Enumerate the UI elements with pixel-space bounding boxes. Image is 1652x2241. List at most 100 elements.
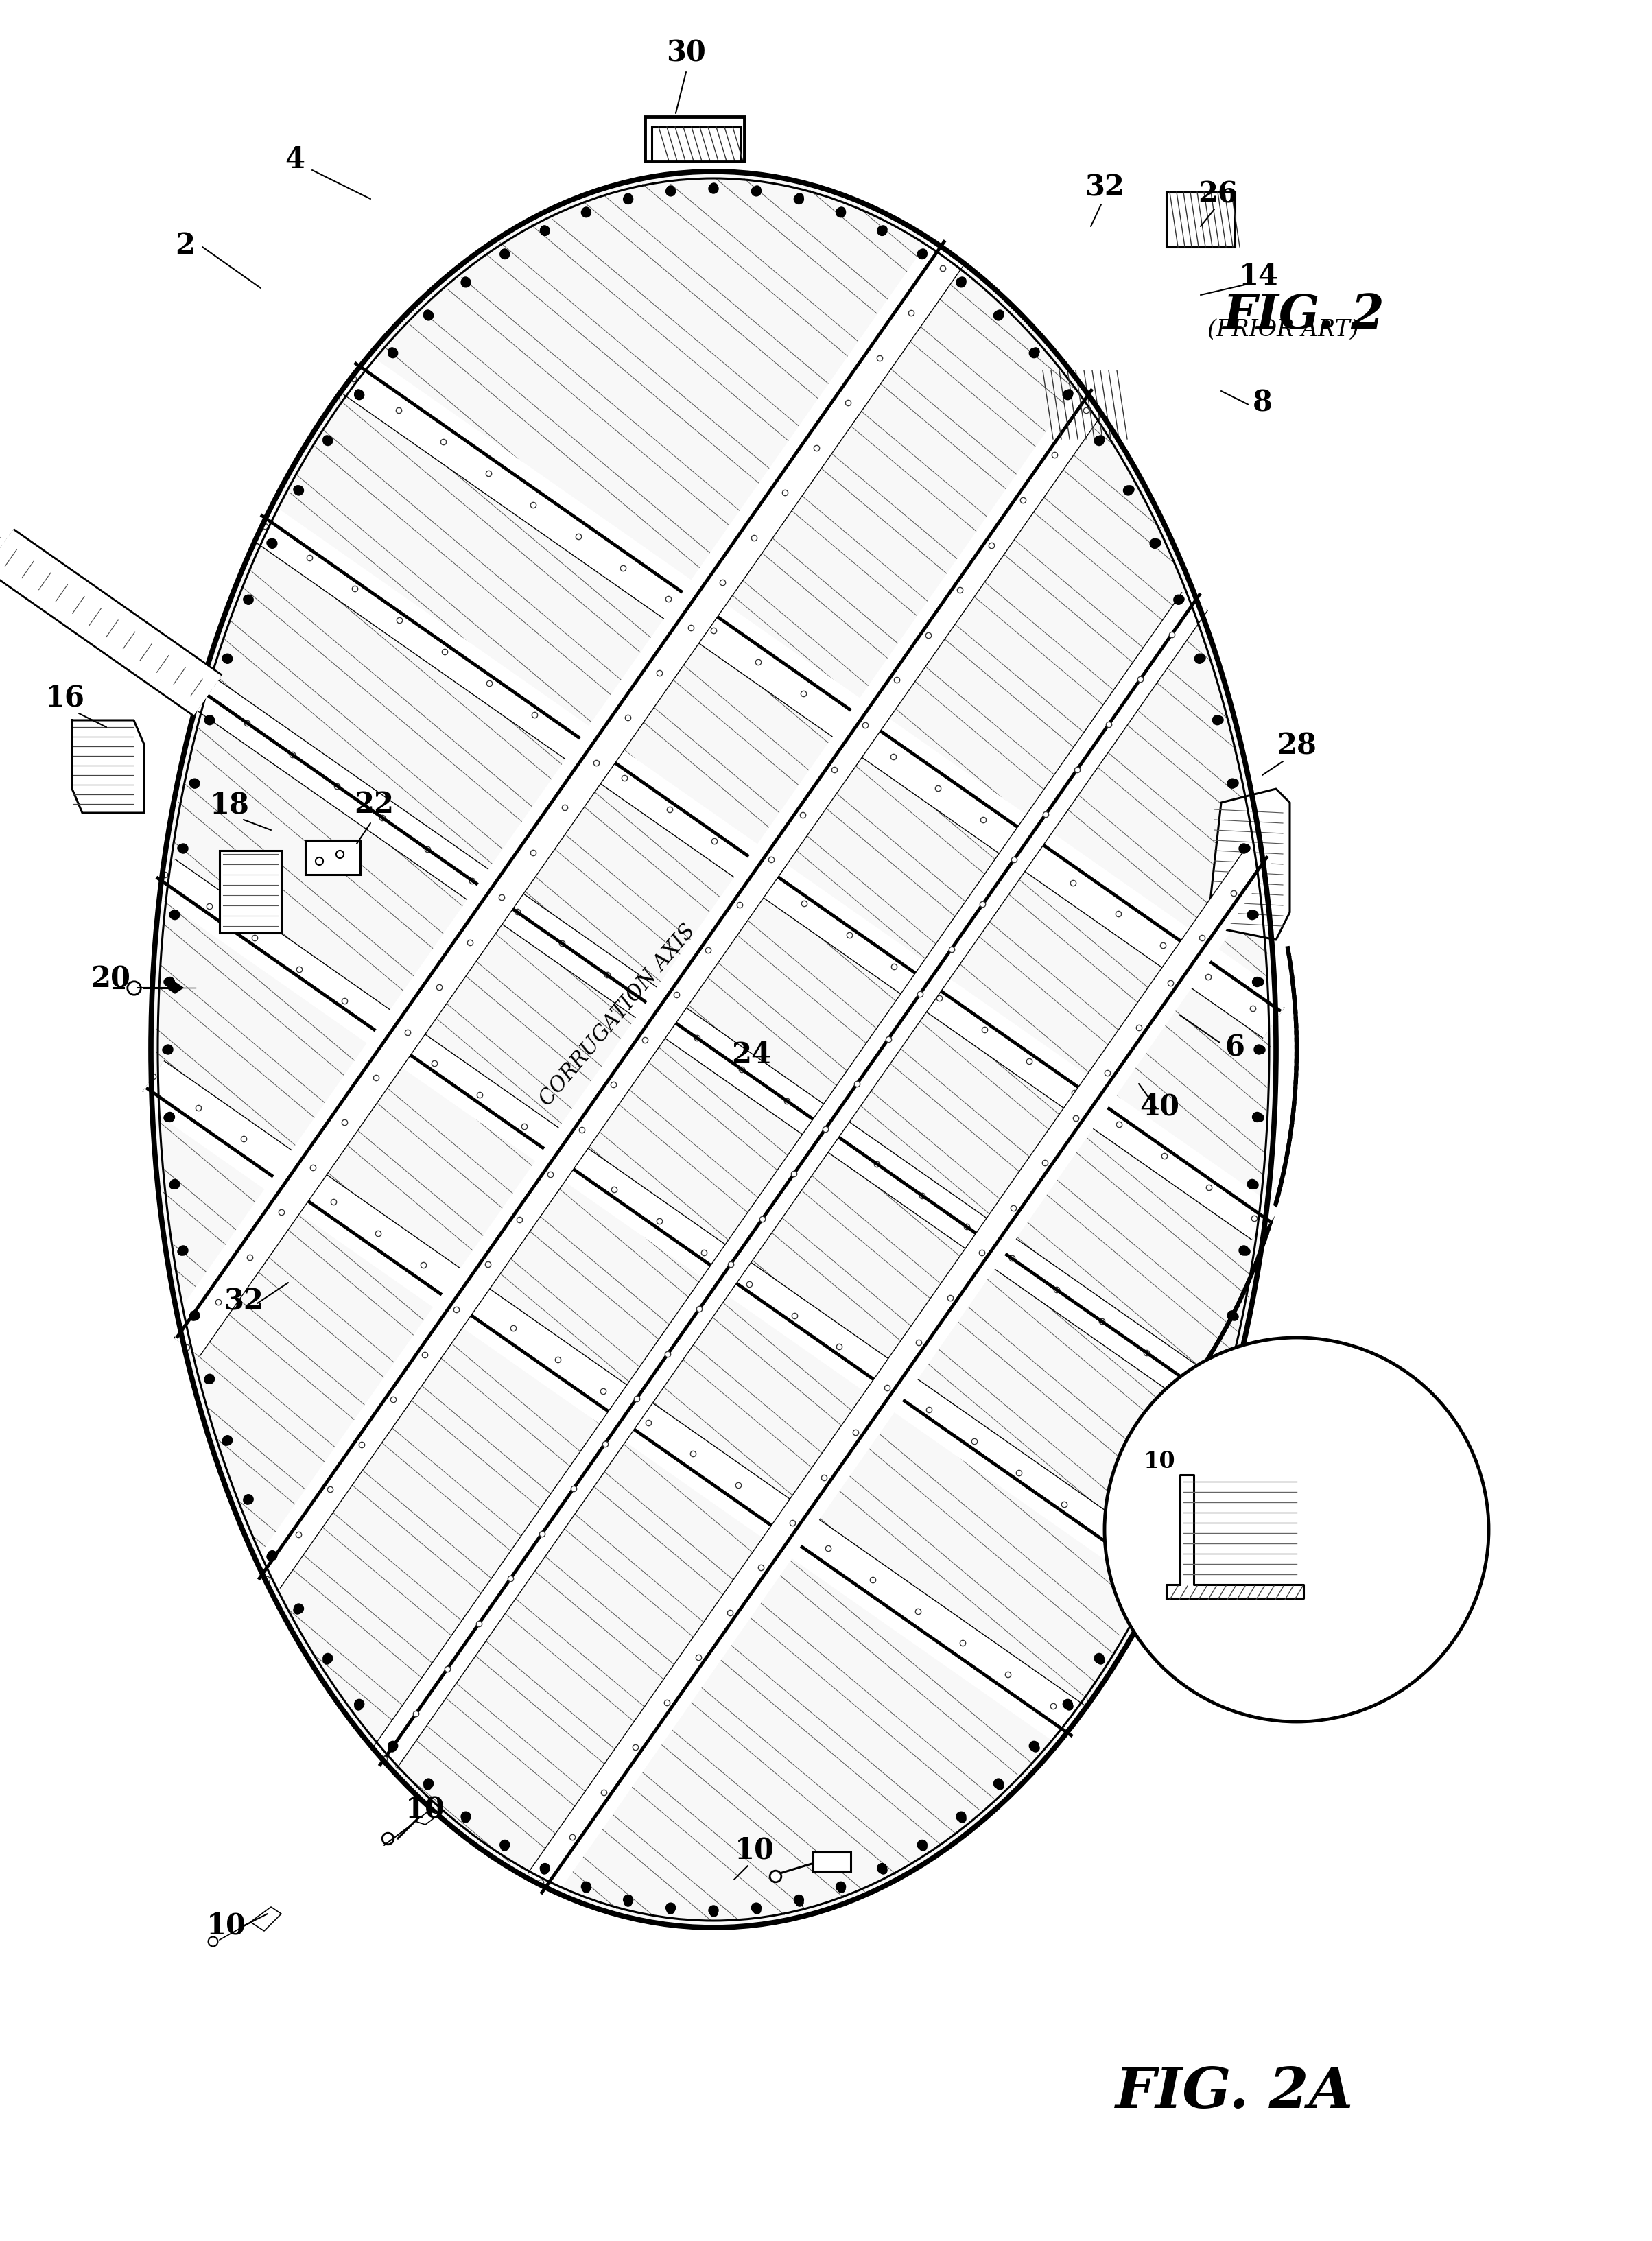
Circle shape (877, 226, 887, 235)
Ellipse shape (154, 175, 1274, 1925)
Circle shape (388, 347, 398, 359)
Circle shape (190, 778, 200, 789)
Circle shape (355, 1699, 363, 1710)
Circle shape (388, 1741, 398, 1750)
Circle shape (1173, 1495, 1183, 1504)
Circle shape (501, 249, 509, 260)
Circle shape (540, 226, 550, 235)
Circle shape (461, 1811, 471, 1822)
Circle shape (957, 1811, 966, 1822)
Circle shape (1247, 910, 1257, 919)
Circle shape (1029, 347, 1039, 359)
Circle shape (957, 278, 966, 287)
Circle shape (1194, 1436, 1204, 1445)
Circle shape (1247, 1179, 1257, 1190)
Circle shape (268, 538, 278, 549)
Circle shape (993, 311, 1003, 320)
Circle shape (165, 1112, 175, 1123)
Circle shape (1239, 1246, 1249, 1255)
Circle shape (223, 1436, 233, 1445)
Circle shape (178, 845, 188, 854)
Polygon shape (415, 1811, 439, 1824)
Circle shape (1062, 390, 1072, 399)
Text: 6: 6 (1224, 1033, 1246, 1062)
Circle shape (294, 486, 304, 495)
Circle shape (223, 654, 233, 663)
Circle shape (709, 1905, 719, 1916)
Circle shape (423, 1779, 433, 1788)
Circle shape (1213, 1374, 1222, 1383)
Circle shape (1252, 1112, 1262, 1123)
Text: 22: 22 (354, 791, 393, 818)
Circle shape (1150, 538, 1160, 549)
Circle shape (294, 1605, 304, 1614)
Circle shape (205, 1374, 215, 1383)
Bar (653, 128, 742, 161)
Bar (220, 852, 281, 932)
Bar (813, 1851, 851, 1871)
Text: 4: 4 (286, 146, 306, 175)
Text: 16: 16 (45, 684, 84, 713)
Circle shape (752, 186, 762, 197)
Circle shape (752, 1903, 762, 1912)
Circle shape (268, 1551, 278, 1560)
Text: 32: 32 (223, 1289, 263, 1315)
Text: 40: 40 (1140, 1091, 1180, 1120)
Circle shape (170, 910, 180, 919)
Text: FIG. 2: FIG. 2 (1222, 291, 1384, 338)
Text: 28: 28 (1277, 733, 1317, 760)
Text: 32: 32 (1085, 173, 1125, 202)
Polygon shape (73, 719, 144, 813)
Circle shape (1252, 977, 1262, 986)
Circle shape (1227, 1311, 1237, 1320)
Circle shape (1239, 845, 1249, 854)
Circle shape (1094, 437, 1104, 446)
Circle shape (1150, 1551, 1160, 1560)
Text: 8: 8 (1252, 390, 1272, 417)
Circle shape (582, 208, 591, 217)
Text: 14: 14 (1239, 262, 1279, 291)
Circle shape (1029, 1741, 1039, 1750)
Text: 24: 24 (732, 1040, 771, 1069)
Circle shape (795, 195, 803, 204)
Circle shape (836, 1882, 846, 1891)
Bar (306, 840, 360, 874)
Text: 26: 26 (1198, 179, 1237, 208)
Circle shape (993, 1779, 1003, 1788)
Text: 18: 18 (210, 791, 249, 818)
Circle shape (355, 390, 363, 399)
Circle shape (205, 715, 215, 724)
Circle shape (917, 1840, 927, 1849)
Polygon shape (1166, 1475, 1303, 1598)
Circle shape (165, 977, 175, 986)
Bar (1166, 193, 1236, 247)
Text: 20: 20 (91, 966, 131, 995)
Text: 30: 30 (666, 38, 705, 67)
Circle shape (1194, 654, 1204, 663)
Circle shape (1227, 778, 1237, 789)
Text: 10: 10 (206, 1912, 246, 1941)
Polygon shape (251, 1907, 281, 1932)
Text: 10: 10 (735, 1835, 775, 1865)
Circle shape (1254, 1044, 1264, 1053)
Circle shape (324, 437, 332, 446)
Circle shape (623, 195, 633, 204)
Circle shape (423, 311, 433, 320)
Text: FIG. 2A: FIG. 2A (1115, 2064, 1355, 2120)
Circle shape (1213, 715, 1222, 724)
Circle shape (501, 1840, 509, 1849)
Circle shape (836, 208, 846, 217)
Circle shape (877, 1865, 887, 1873)
Bar (644, 117, 745, 161)
Circle shape (1105, 1338, 1488, 1721)
Circle shape (917, 249, 927, 260)
Circle shape (795, 1896, 803, 1905)
Polygon shape (1208, 789, 1290, 939)
Circle shape (178, 1246, 188, 1255)
Circle shape (1094, 1654, 1104, 1663)
Circle shape (1123, 1605, 1133, 1614)
Circle shape (243, 1495, 253, 1504)
Circle shape (623, 1896, 633, 1905)
Circle shape (190, 1311, 200, 1320)
Text: (PRIOR ART): (PRIOR ART) (1208, 318, 1358, 341)
